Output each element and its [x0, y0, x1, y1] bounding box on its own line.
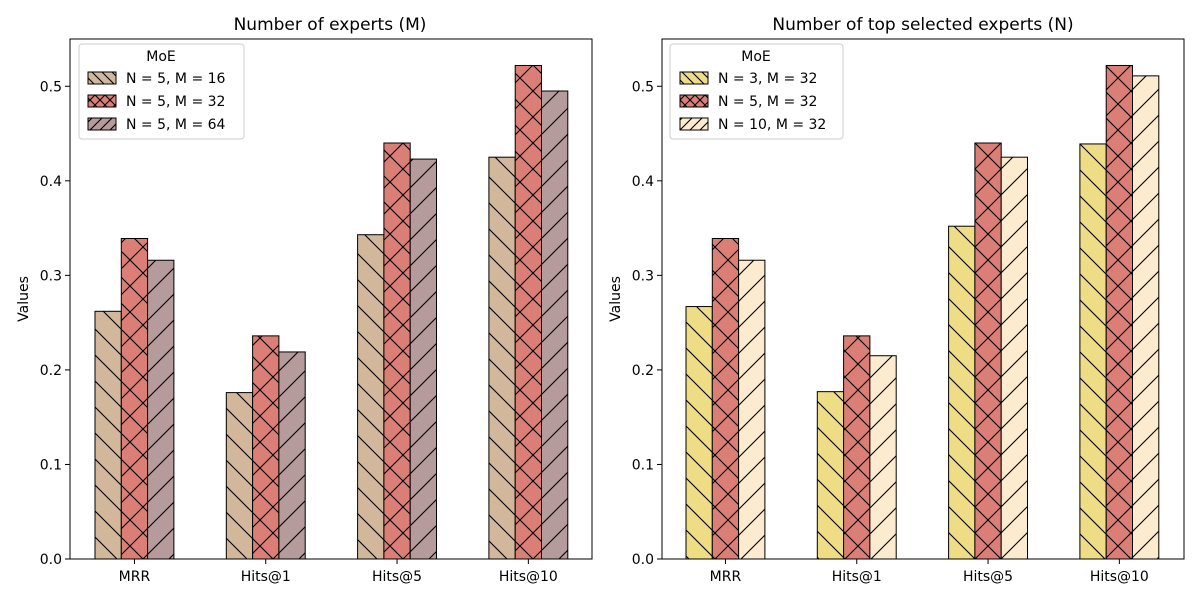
y-tick-label: 0.2 — [632, 363, 654, 379]
bar — [948, 225, 976, 560]
bar — [974, 142, 1002, 560]
x-tick-label: Hits@5 — [963, 569, 1013, 585]
x-tick-label: Hits@10 — [1090, 569, 1149, 585]
bar — [1132, 75, 1160, 560]
legend: MoE N = 5, M = 16N = 5, M = 32N = 5, M =… — [78, 43, 245, 140]
legend-label: N = 10, M = 32 — [718, 117, 826, 133]
axes-frame — [69, 38, 593, 560]
y-tick-label: 0.1 — [40, 457, 62, 473]
bar — [488, 156, 516, 560]
x-tick-label: Hits@1 — [832, 569, 882, 585]
legend-swatch — [679, 117, 709, 131]
bar — [120, 237, 149, 560]
legend-swatch — [87, 71, 117, 85]
x-tick-label: MRR — [710, 569, 742, 585]
bar — [383, 142, 411, 560]
x-tick-label: Hits@5 — [372, 569, 422, 585]
y-tick-label: 0.5 — [632, 79, 654, 95]
axes-frame — [661, 38, 1185, 560]
legend-label: N = 3, M = 32 — [718, 71, 817, 87]
bar — [147, 259, 175, 560]
legend-label: N = 5, M = 64 — [126, 117, 226, 133]
y-tick-label: 0.4 — [632, 174, 654, 190]
y-tick-label: 0.5 — [40, 79, 62, 95]
y-tick-label: 0.4 — [40, 174, 62, 190]
bar — [685, 306, 713, 560]
y-tick-label: 0.3 — [632, 268, 654, 284]
x-tick-label: Hits@10 — [499, 569, 558, 585]
y-tick-label: 0.0 — [40, 552, 62, 568]
axes-group: 0.0 0.1 0.2 0.3 0.4 0.5 MRR Hits@1 Hits@5 Hits@10 — [632, 38, 1185, 585]
bar — [409, 158, 438, 560]
bars-group — [685, 64, 1160, 560]
bar — [225, 392, 254, 560]
bar — [816, 391, 845, 560]
legend-label: N = 5, M = 32 — [126, 94, 225, 110]
legend-label: N = 5, M = 32 — [718, 94, 817, 110]
chart-title: Number of top selected experts (N) — [772, 15, 1073, 35]
bar — [252, 335, 280, 560]
y-tick-label: 0.1 — [632, 457, 654, 473]
y-tick-label: 0.2 — [40, 363, 62, 379]
bar — [94, 310, 122, 560]
bar — [1105, 64, 1133, 560]
legend-frame — [78, 43, 245, 140]
bar — [1000, 156, 1029, 560]
bar — [1079, 143, 1107, 560]
bar — [869, 355, 897, 560]
legend-title: MoE — [741, 49, 771, 65]
bar — [514, 64, 543, 560]
chart-title: Number of experts (M) — [234, 15, 427, 35]
bar — [843, 335, 871, 560]
bar — [357, 234, 385, 560]
y-tick-label: 0.0 — [632, 552, 654, 568]
legend-swatch — [679, 94, 709, 108]
chart-panel-top-selected: Number of top selected experts (N) Value… — [608, 15, 1185, 585]
axes-group: 0.0 0.1 0.2 0.3 0.4 0.5 MRR Hits@1 Hits@5 Hits@10 — [40, 38, 593, 585]
chart-panel-experts: Number of experts (M) Values 0.00.10.20.… — [16, 15, 593, 585]
bar — [278, 351, 306, 560]
bars-group — [94, 64, 569, 560]
y-axis-label: Values — [608, 276, 624, 322]
legend-swatch — [679, 71, 709, 85]
legend-swatch — [87, 117, 117, 131]
y-tick-label: 0.3 — [40, 268, 62, 284]
bar — [711, 237, 740, 560]
bar — [738, 259, 766, 560]
legend-entries: N = 3, M = 32 N = 5, M = 32 N = 10, M = 32 — [679, 71, 826, 133]
bar — [541, 90, 569, 560]
x-tick-label: MRR — [119, 569, 151, 585]
legend-title: MoE — [146, 49, 176, 65]
legend-frame — [669, 43, 844, 140]
x-tick-label: Hits@1 — [241, 569, 291, 585]
legend-entries: N = 5, M = 16 N = 5, M = 32 N = 5, M = 64 — [87, 71, 226, 133]
y-axis-label: Values — [16, 276, 32, 322]
legend: MoE N = 3, M = 32 N = 5, M = 32 N = 10, M … — [669, 43, 844, 140]
legend-label: N = 5, M = 16 — [126, 71, 226, 87]
legend-swatch — [87, 94, 117, 108]
